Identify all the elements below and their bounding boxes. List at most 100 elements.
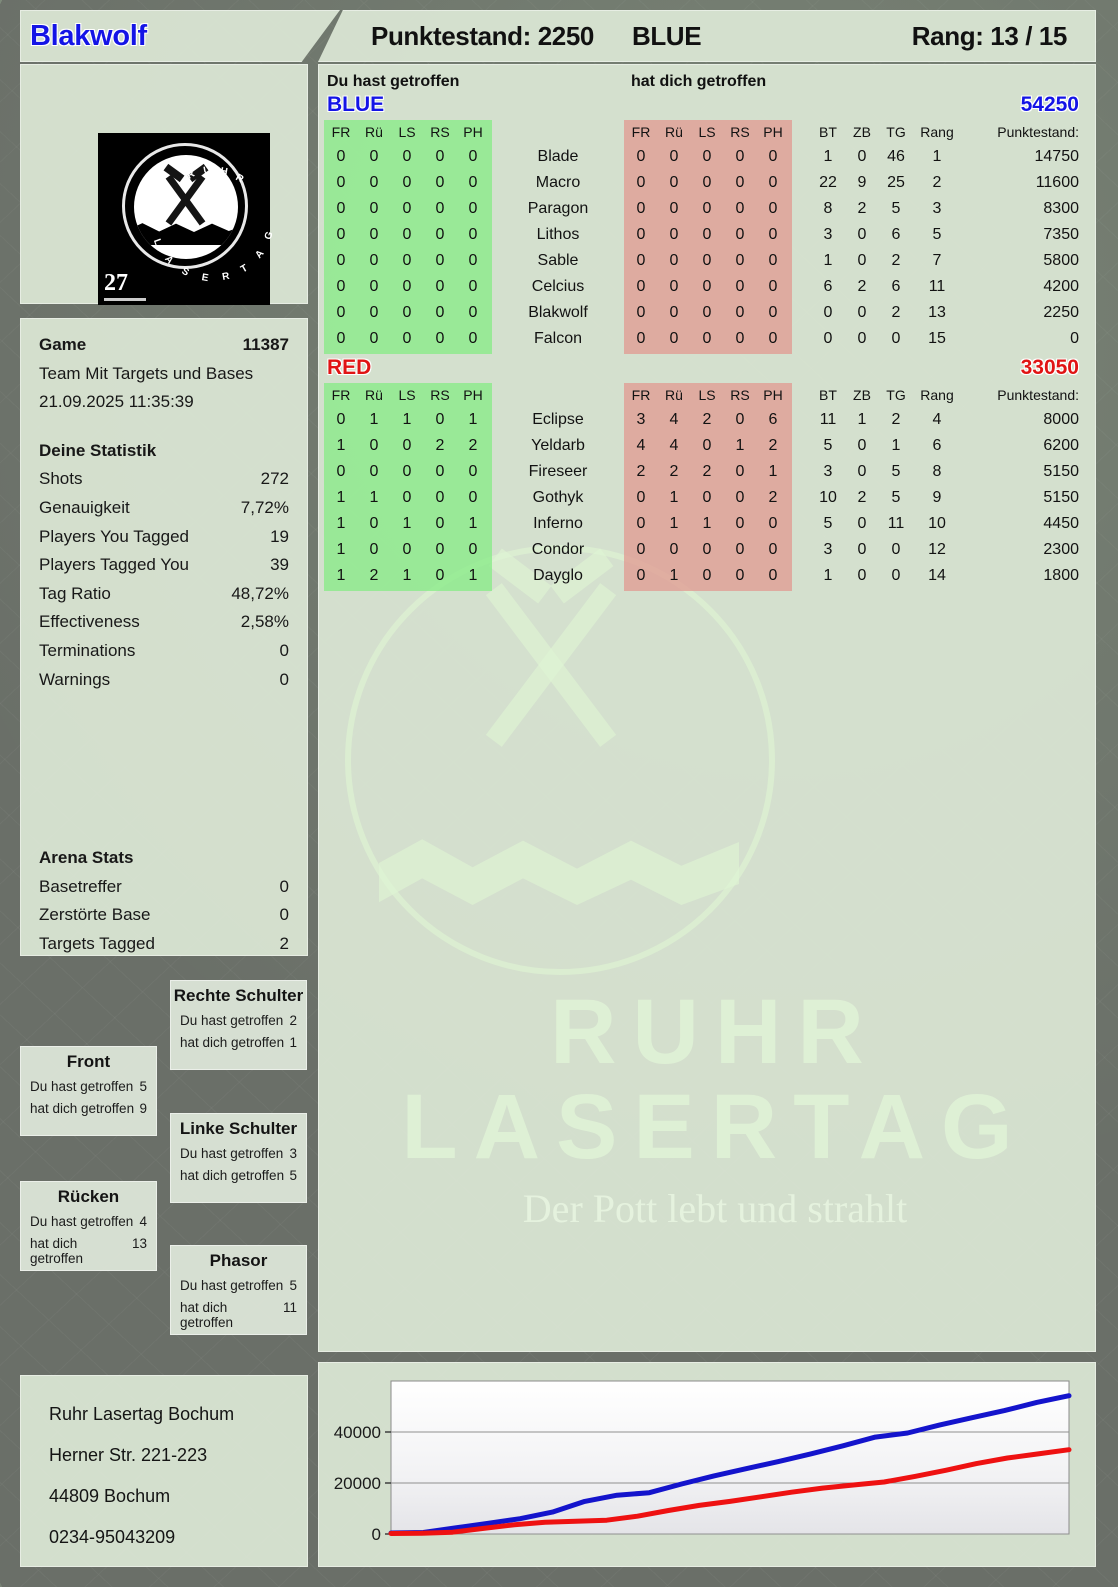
player-name-cell[interactable]: Blade	[537, 148, 579, 165]
watermark-line-1: RUHR	[550, 981, 880, 1083]
table-row[interactable]: 0 0 0 0 0 Fireseer 2 2 2 0 1 3 0 5 8 5150	[319, 461, 1095, 487]
cell-bt: 5	[823, 515, 833, 532]
cell-zb: 0	[857, 226, 867, 243]
table-row[interactable]: 1 0 0 0 0 Condor 0 0 0 0 0 3 0 0 12 2300	[319, 539, 1095, 565]
player-name-cell[interactable]: Macro	[535, 174, 581, 191]
player-name-cell[interactable]: Sable	[537, 252, 579, 269]
cell-tg: 46	[887, 148, 905, 165]
player-name-cell[interactable]: Lithos	[536, 226, 580, 243]
cell-bt: 1	[823, 567, 833, 584]
logo-arc-char: R	[221, 270, 233, 284]
cell-them-PH: 0	[768, 304, 778, 321]
cell-you-RS: 0	[435, 567, 445, 584]
cell-bt: 0	[823, 304, 833, 321]
your-stat-row: Players Tagged You 39	[39, 551, 289, 580]
cell-zb: 0	[857, 330, 867, 347]
cell-you-PH: 0	[468, 148, 478, 165]
cell-you-FR: 1	[336, 515, 346, 532]
stat-label: Tag Ratio	[39, 583, 111, 603]
col-header-score: Punktestand:	[997, 124, 1079, 140]
cell-them-LS: 2	[702, 463, 712, 480]
cell-zb: 0	[857, 541, 867, 558]
cell-them-Rü: 1	[669, 515, 679, 532]
hitbox-got-value: 5	[289, 1168, 297, 1183]
cell-tg: 5	[891, 489, 901, 506]
cell-them-LS: 0	[702, 200, 712, 217]
col-header-them-LS: LS	[698, 387, 716, 403]
player-name-cell[interactable]: Falcon	[533, 330, 583, 347]
cell-bt: 6	[823, 278, 833, 295]
cell-you-LS: 0	[402, 463, 412, 480]
cell-them-RS: 0	[735, 515, 745, 532]
table-header-row: FR Rü LS RS PH FR Rü LS RS PH BT ZB TG Rang Punktestan…	[319, 120, 1095, 146]
cell-zb: 0	[857, 437, 867, 454]
cell-them-FR: 0	[636, 304, 646, 321]
cell-you-RS: 0	[435, 411, 445, 428]
cell-rang: 3	[932, 200, 942, 217]
table-row[interactable]: 1 0 0 2 2 Yeldarb 4 4 0 1 2 5 0 1 6 6200	[319, 435, 1095, 461]
col-header-them-LS: LS	[698, 124, 716, 140]
cell-bt: 0	[823, 330, 833, 347]
cell-bt: 10	[819, 489, 837, 506]
your-stat-row: Warnings 0	[39, 666, 289, 695]
table-row[interactable]: 0 0 0 0 0 Macro 0 0 0 0 0 22 9 25 2 11600	[319, 172, 1095, 198]
table-row[interactable]: 0 0 0 0 0 Sable 0 0 0 0 0 1 0 2 7 5800	[319, 250, 1095, 276]
cell-rang: 1	[932, 148, 942, 165]
table-row[interactable]: 0 0 0 0 0 Falcon 0 0 0 0 0 0 0 0 15 0	[319, 328, 1095, 354]
hitbox-hit-row: Du hast getroffen 5	[21, 1072, 156, 1094]
address-line-3: 44809 Bochum	[49, 1486, 171, 1506]
table-row[interactable]: 0 0 0 0 0 Lithos 0 0 0 0 0 3 0 6 5 7350	[319, 224, 1095, 250]
table-row[interactable]: 1 0 1 0 1 Inferno 0 1 1 0 0 5 0 11 10 4450	[319, 513, 1095, 539]
hitbox-hit-label: Du hast getroffen	[180, 1013, 284, 1028]
cell-them-LS: 0	[702, 148, 712, 165]
table-row[interactable]: 0 0 0 0 0 Blade 0 0 0 0 0 1 0 46 1 14750	[319, 146, 1095, 172]
player-name-cell[interactable]: Eclipse	[532, 411, 584, 428]
cell-you-RS: 0	[435, 515, 445, 532]
player-name-cell[interactable]: Inferno	[533, 515, 583, 532]
cell-you-RS: 0	[435, 304, 445, 321]
team-total-score: 33050	[1020, 356, 1079, 379]
cell-you-PH: 0	[468, 541, 478, 558]
cell-them-FR: 0	[636, 489, 646, 506]
player-name-cell[interactable]: Dayglo	[533, 567, 583, 584]
cell-score: 8300	[1043, 200, 1079, 217]
cell-tg: 11	[887, 515, 905, 532]
player-name-cell[interactable]: Blakwolf	[528, 304, 588, 321]
cell-you-RS: 0	[435, 174, 445, 191]
stat-value: 39	[270, 555, 289, 575]
cell-bt: 3	[823, 541, 833, 558]
game-mode: Team Mit Targets und Bases	[39, 363, 254, 383]
logo-arc-char: A	[253, 246, 268, 261]
team-grid-red: FR Rü LS RS PH FR Rü LS RS PH BT ZB TG Rang Punktestan…	[319, 383, 1095, 591]
hitbox-hit-row: Du hast getroffen 3	[171, 1139, 306, 1161]
player-name-cell[interactable]: Gothyk	[532, 489, 584, 506]
table-row[interactable]: 1 2 1 0 1 Dayglo 0 1 0 0 0 1 0 0 14 1800	[319, 565, 1095, 591]
your-stat-row: Shots 272	[39, 465, 289, 494]
table-row[interactable]: 0 0 0 0 0 Celcius 0 0 0 0 0 6 2 6 11 4200	[319, 276, 1095, 302]
table-row[interactable]: 0 1 1 0 1 Eclipse 3 4 2 0 6 11 1 2 4 8000	[319, 409, 1095, 435]
watermark-line-2: LASERTAG	[401, 1076, 1029, 1178]
player-name-cell[interactable]: Celcius	[531, 278, 585, 295]
table-row[interactable]: 0 0 0 0 0 Paragon 0 0 0 0 0 8 2 5 3 8300	[319, 198, 1095, 224]
table-row[interactable]: 0 0 0 0 0 Blakwolf 0 0 0 0 0 0 0 2 13 2250	[319, 302, 1095, 328]
cell-them-PH: 0	[768, 252, 778, 269]
cell-them-Rü: 4	[669, 437, 679, 454]
cell-you-PH: 0	[468, 463, 478, 480]
player-name-cell[interactable]: Fireseer	[528, 463, 588, 480]
cell-rang: 14	[928, 567, 946, 584]
col-header-them-RS: RS	[730, 124, 750, 140]
spacer	[39, 417, 289, 437]
stat-label: Basetreffer	[39, 876, 122, 896]
game-stats-panel: Game 11387 Team Mit Targets und Bases 21…	[20, 318, 308, 956]
player-name-cell[interactable]: Paragon	[527, 200, 589, 217]
table-row[interactable]: 1 1 0 0 0 Gothyk 0 1 0 0 2 10 2 5 9 5150	[319, 487, 1095, 513]
cell-you-LS: 0	[402, 437, 412, 454]
cell-them-PH: 0	[768, 515, 778, 532]
hitbox-hit-value: 5	[289, 1278, 297, 1293]
chart-plot-area	[390, 1380, 1070, 1535]
player-name-cell[interactable]: Condor	[531, 541, 585, 558]
game-timestamp: 21.09.2025 11:35:39	[39, 392, 194, 412]
watermark-ring-icon	[345, 545, 775, 975]
player-name-cell[interactable]: Yeldarb	[531, 437, 585, 454]
